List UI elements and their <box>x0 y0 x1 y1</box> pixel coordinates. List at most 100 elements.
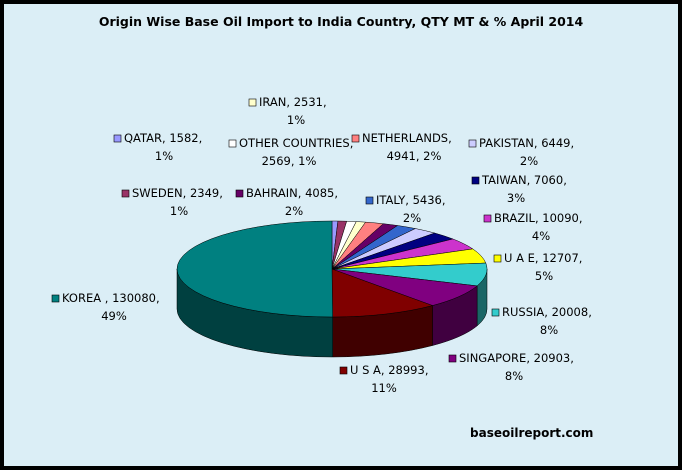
label-percent: 2% <box>520 154 538 168</box>
label-percent: 8% <box>540 323 558 337</box>
label-category: QATAR <box>124 131 162 145</box>
data-label: IRAN, 2531, <box>259 95 327 109</box>
sep: , <box>535 211 542 225</box>
data-label: NETHERLANDS, <box>362 131 452 145</box>
sep: , <box>162 131 169 145</box>
sep: , <box>526 351 533 365</box>
label-percent: 1% <box>155 149 173 163</box>
sep: , <box>544 305 551 319</box>
label-category: NETHERLANDS <box>362 131 448 145</box>
data-label: U S A, 28993, <box>350 363 428 377</box>
pie-slice <box>331 268 434 318</box>
sep: , <box>298 186 305 200</box>
legend-swatch <box>448 354 457 363</box>
legend-swatch <box>493 254 502 263</box>
sep: , <box>563 173 567 187</box>
label-value: 10090 <box>542 211 579 225</box>
data-label: QATAR, 1582, <box>124 131 202 145</box>
data-label: SINGAPORE, 20903, <box>459 351 574 365</box>
sep: , <box>199 131 203 145</box>
sep: , <box>334 186 338 200</box>
label-value: 4941 <box>387 149 416 163</box>
legend-swatch <box>491 308 500 317</box>
data-label: KOREA , 130080, <box>62 291 160 305</box>
label-value: 5436 <box>413 193 442 207</box>
label-percent: 2% <box>403 211 421 225</box>
label-value: 12707 <box>542 251 579 265</box>
label-value: 20008 <box>552 305 589 319</box>
legend-swatch <box>468 139 477 148</box>
sep: , <box>156 291 160 305</box>
sep: , <box>350 136 354 150</box>
sep: , <box>442 193 446 207</box>
label-value: 130080 <box>112 291 156 305</box>
label-category: U A E <box>504 251 535 265</box>
data-label: SWEDEN, 2349, <box>132 186 223 200</box>
data-label: 2% <box>403 211 421 225</box>
label-percent: 49% <box>101 309 127 323</box>
label-category: U S A <box>350 363 381 377</box>
label-percent: 2% <box>423 149 441 163</box>
source: baseoilreport.com <box>470 426 593 440</box>
legend-swatch <box>471 176 480 185</box>
data-label: 1% <box>287 113 305 127</box>
sep: , <box>579 251 583 265</box>
data-label: 8% <box>540 323 558 337</box>
label-percent: 8% <box>505 369 523 383</box>
label-percent: 5% <box>535 269 553 283</box>
label-category: BRAZIL <box>494 211 536 225</box>
label-category: ITALY <box>376 193 406 207</box>
label-value: 7060 <box>534 173 563 187</box>
sep: , <box>425 363 429 377</box>
sep: , <box>219 186 223 200</box>
sep: , <box>416 149 423 163</box>
label-value: 2349 <box>190 186 219 200</box>
sep: , <box>105 291 112 305</box>
label-percent: 1% <box>170 204 188 218</box>
label-category: PAKISTAN <box>479 136 534 150</box>
label-category: RUSSIA <box>502 305 544 319</box>
label-category: TAIWAN <box>481 173 527 187</box>
sep: , <box>323 95 327 109</box>
data-label: 11% <box>371 381 397 395</box>
sep: , <box>571 136 575 150</box>
pie-sides <box>176 268 488 358</box>
sep: , <box>286 95 293 109</box>
legend-swatch <box>121 189 130 198</box>
data-label: 8% <box>505 369 523 383</box>
label-value: 4085 <box>305 186 334 200</box>
label-percent: 2% <box>285 204 303 218</box>
data-label: OTHER COUNTRIES, <box>239 136 353 150</box>
data-label: 2569, 1% <box>262 154 317 168</box>
data-label: 2% <box>285 204 303 218</box>
data-label: 4% <box>532 229 550 243</box>
legend-swatch <box>113 134 122 143</box>
data-label: U A E, 12707, <box>504 251 582 265</box>
data-label: PAKISTAN, 6449, <box>479 136 574 150</box>
data-label: ITALY, 5436, <box>376 193 446 207</box>
legend-swatch <box>228 139 237 148</box>
chart-title: Origin Wise Base Oil Import to India Cou… <box>99 14 584 29</box>
data-label: BRAZIL, 10090, <box>494 211 583 225</box>
label-category: OTHER COUNTRIES <box>239 136 350 150</box>
label-value: 6449 <box>541 136 570 150</box>
sep: , <box>579 211 583 225</box>
chart: Origin Wise Base Oil Import to India Cou… <box>51 14 593 440</box>
data-label: BAHRAIN, 4085, <box>246 186 338 200</box>
pie-tops <box>177 220 488 318</box>
data-label: 4941, 2% <box>387 149 442 163</box>
label-category: SINGAPORE <box>459 351 526 365</box>
sep: , <box>588 305 592 319</box>
label-value: 28993 <box>388 363 425 377</box>
data-label: TAIWAN, 7060, <box>481 173 567 187</box>
label-category: SWEDEN <box>132 186 183 200</box>
label-value: 1582 <box>169 131 198 145</box>
data-label: 1% <box>170 204 188 218</box>
label-percent: 11% <box>371 381 397 395</box>
label-percent: 3% <box>507 191 525 205</box>
sep: , <box>291 154 298 168</box>
sep: , <box>535 251 542 265</box>
label-category: KOREA <box>62 291 105 305</box>
label-percent: 4% <box>532 229 550 243</box>
